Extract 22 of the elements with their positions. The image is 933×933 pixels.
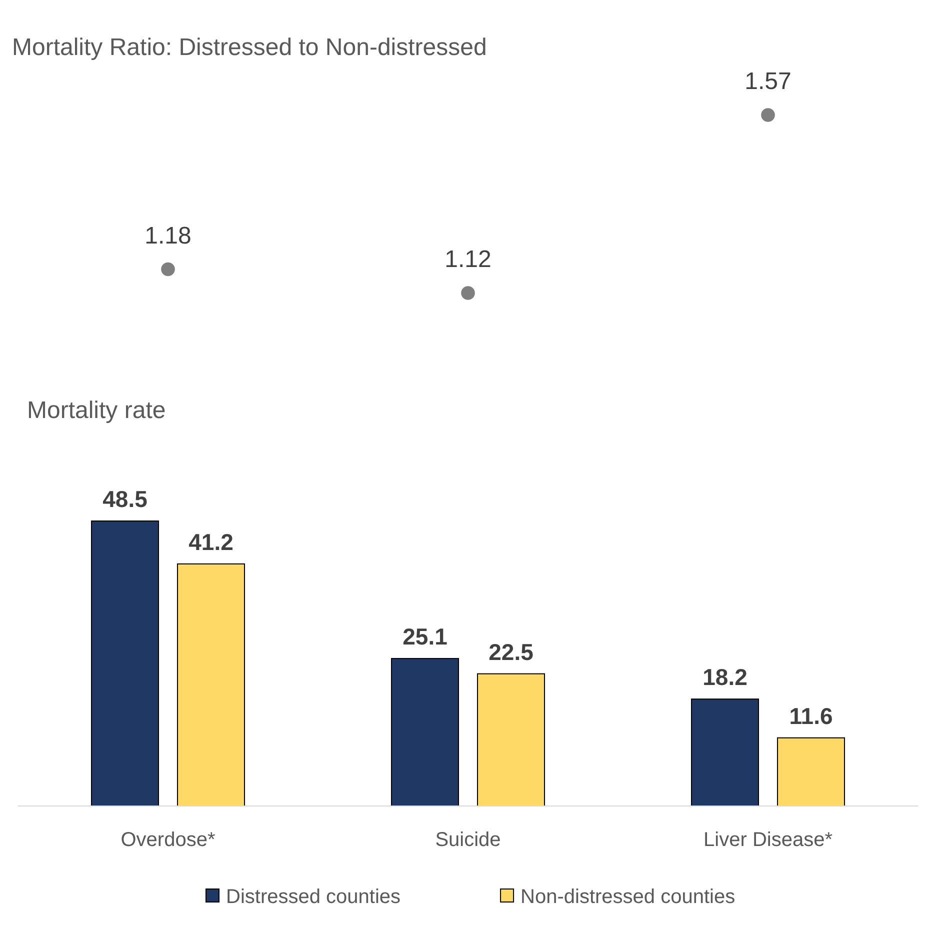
data-label: 1.18	[144, 222, 192, 250]
x-tick-label: Overdose*	[120, 829, 216, 852]
data-label: 25.1	[402, 624, 448, 650]
bar	[477, 673, 545, 806]
bar	[691, 698, 759, 806]
data-label: 1.57	[744, 68, 792, 95]
x-tick-label: Suicide	[435, 829, 501, 852]
x-tick-label: Liver Disease*	[704, 829, 833, 852]
legend-label: Distressed counties	[226, 886, 401, 908]
bar	[177, 563, 245, 806]
legend-label: Non-distressed counties	[520, 886, 736, 908]
data-label: 1.12	[444, 246, 492, 273]
bar	[777, 737, 845, 806]
data-label: 11.6	[789, 702, 833, 729]
data-label: 48.5	[102, 486, 148, 512]
bar	[391, 658, 459, 806]
chart-title: Mortality rate	[27, 397, 166, 424]
chart-title: Mortality Ratio: Distressed to Non-distressed	[12, 34, 487, 61]
data-label: 22.5	[488, 638, 534, 665]
data-label: 18.2	[702, 664, 748, 690]
data-label: 41.2	[188, 528, 234, 555]
bar	[91, 520, 159, 806]
